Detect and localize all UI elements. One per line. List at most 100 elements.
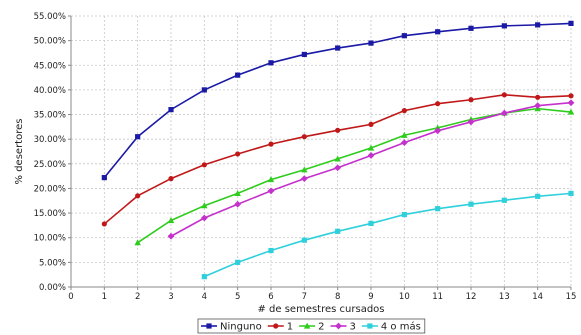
legend-label: 4 o más [381,321,421,333]
data-point [301,166,308,173]
data-point [301,134,307,140]
data-point [168,176,174,182]
y-tick-label: 5.00% [39,258,66,268]
x-axis-title: # de semestres cursados [257,304,384,315]
y-axis-title: % desertores [14,119,25,185]
legend-item: Ninguno [201,322,262,333]
data-point [567,99,575,107]
legend-label: 2 [318,322,324,333]
data-point [267,187,275,195]
x-tick-label: 2 [135,292,140,302]
y-tick-label: 25.00% [34,160,66,170]
data-point [568,93,574,99]
data-point [267,176,275,183]
legend-item: 1 [267,322,293,333]
x-axis-ticks: 0 1 2 3 4 5 6 7 8 9 10 11 12 13 14 15 [68,287,576,302]
data-point [335,228,341,234]
x-tick-label: 8 [335,292,340,302]
x-tick-label: 6 [268,292,273,302]
data-point [134,239,141,246]
data-point [468,25,474,31]
data-point [535,22,541,28]
legend-swatch-marker [273,323,279,329]
x-tick-label: 0 [68,292,73,302]
series-4 [201,190,574,280]
data-point [201,274,207,280]
legend-item: 4 o más [361,321,421,333]
data-point [368,40,374,46]
series-0 [101,20,574,181]
data-point [400,139,408,147]
data-point [401,211,407,218]
legend-swatch-marker [303,322,311,329]
data-point [335,127,341,133]
x-tick-label: 5 [235,292,240,302]
series-line [204,192,572,278]
data-point [500,109,508,117]
data-point [401,131,408,138]
data-point [435,101,441,107]
data-point [201,202,208,209]
data-point [201,87,207,93]
data-point [368,121,374,127]
x-tick-label: 12 [466,292,477,302]
y-tick-label: 45.00% [34,61,66,71]
legend: Ninguno 1 2 3 4 o más [197,318,426,334]
data-point [268,247,274,254]
data-point [234,200,242,208]
series-1 [101,92,574,227]
legend-swatch-marker [206,323,212,329]
y-tick-label: 30.00% [34,135,66,145]
y-axis-ticks: 0.00% 5.00% 10.00% 15.00% 20.00% 25.00% 30.00%… [34,12,71,293]
data-point [334,155,341,162]
data-point [367,152,375,159]
data-point [268,60,274,66]
data-point [301,51,307,58]
data-point [535,193,541,199]
data-point [535,94,541,100]
series-3 [167,99,575,240]
x-tick-label: 10 [399,292,410,302]
data-point [235,72,241,78]
y-tick-label: 35.00% [34,111,66,121]
data-point [568,190,574,196]
data-point [167,217,175,224]
data-point [568,20,574,26]
data-point [534,102,542,110]
x-tick-label: 1 [102,292,107,302]
data-point [434,127,442,135]
legend-item: 2 [299,322,325,333]
y-tick-label: 50.00% [34,37,66,47]
data-point [101,175,107,181]
legend-item: 3 [330,322,356,333]
data-point [567,108,575,115]
y-tick-label: 55.00% [34,12,66,22]
x-tick-label: 3 [168,292,173,302]
y-tick-label: 0.00% [39,283,66,293]
data-point [435,29,441,35]
axes [70,16,571,288]
data-point [335,45,341,51]
data-point [301,237,307,243]
data-point [167,232,175,240]
data-point [268,141,274,147]
legend-label: 3 [350,322,356,333]
x-tick-label: 9 [368,292,373,302]
y-tick-label: 20.00% [34,184,66,194]
data-point [135,134,141,140]
legend-swatch-marker [367,323,373,329]
y-tick-label: 10.00% [34,234,66,244]
data-point [235,259,241,265]
legend-box [197,318,426,334]
y-tick-label: 15.00% [34,209,66,219]
data-point [401,33,407,39]
x-tick-label: 15 [566,292,577,302]
data-point [435,206,441,212]
x-tick-label: 4 [202,292,207,302]
data-point [401,108,407,114]
data-point [501,197,507,203]
legend-label: Ninguno [220,322,262,333]
data-point [334,164,342,172]
data-point [501,92,507,98]
